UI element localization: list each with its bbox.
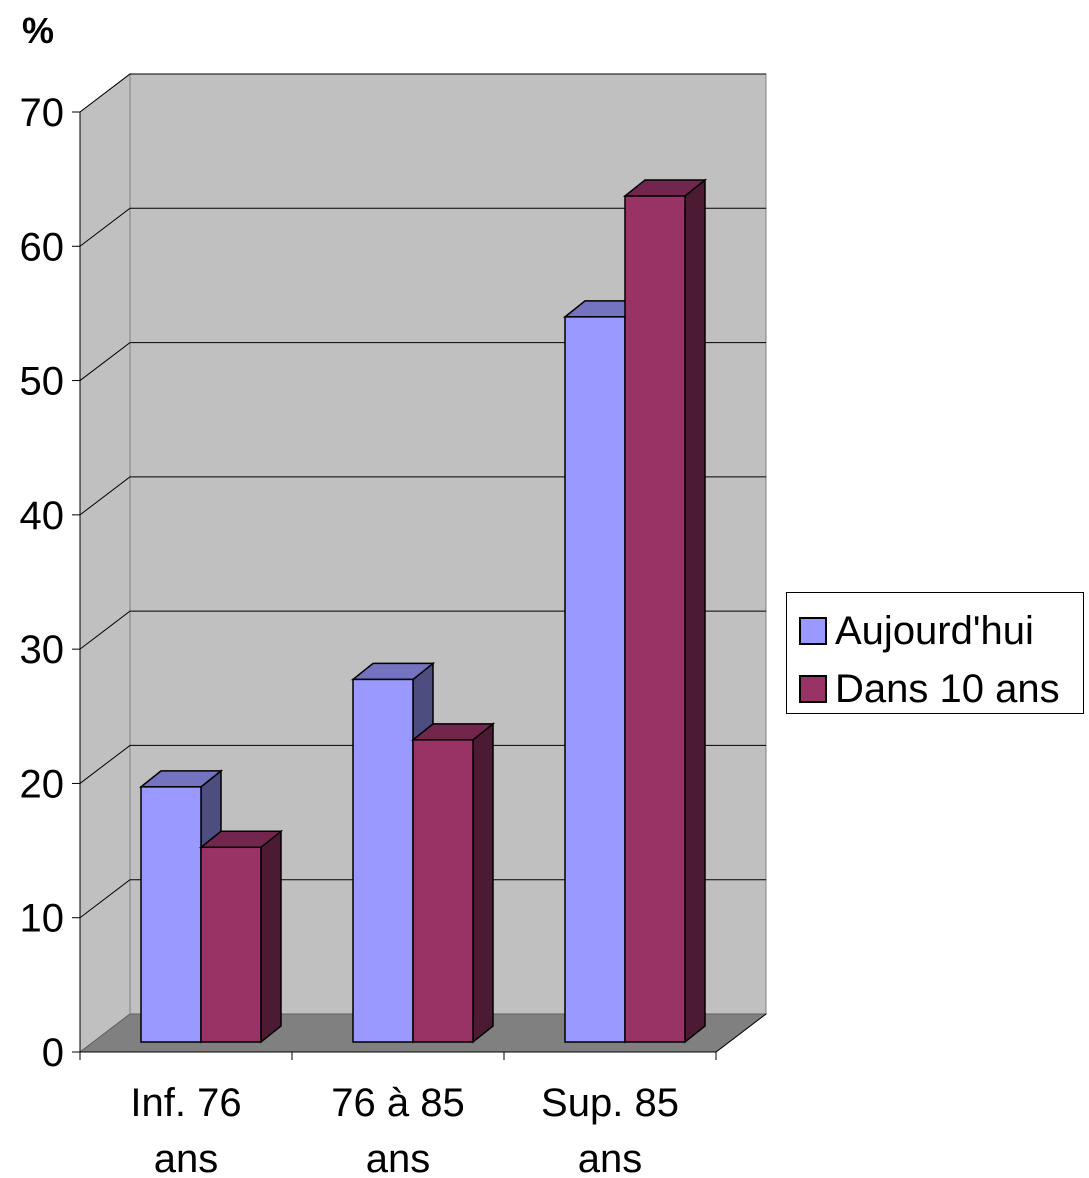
x-tick-label: 76 à 85 [331, 1081, 464, 1125]
legend: Aujourd'hui Dans 10 ans [786, 592, 1084, 714]
x-tick-label: ans [578, 1137, 643, 1178]
x-tick-label: Sup. 85 [541, 1081, 679, 1125]
legend-label-aujourdhui: Aujourd'hui [835, 609, 1034, 653]
gridline [79, 610, 766, 650]
gridline [79, 744, 766, 784]
y-axis-title: % [22, 10, 55, 51]
bar-dans-10-ans-2 [412, 739, 474, 1043]
bar-dans-10-ans-3 [624, 195, 686, 1043]
gridline [79, 476, 766, 516]
bar-dans-10-ans-1-side [260, 829, 282, 1044]
gridline [79, 73, 766, 113]
y-tick-label: 10 [20, 897, 65, 941]
legend-item-dans-10-ans: Dans 10 ans [799, 667, 1060, 711]
y-tick-label: 70 [20, 91, 65, 135]
y-tick-label: 30 [20, 628, 65, 672]
y-tick-label: 0 [42, 1031, 64, 1075]
plot-side-wall [79, 72, 131, 1054]
bar-aujourdhui-3 [564, 316, 626, 1043]
y-tick-label: 50 [20, 360, 65, 404]
x-tick-label: ans [366, 1137, 431, 1178]
bar-aujourdhui-2 [352, 678, 414, 1043]
legend-swatch-dans-10-ans [799, 675, 827, 703]
legend-item-aujourdhui: Aujourd'hui [799, 609, 1034, 653]
floor-edge [715, 1013, 767, 1053]
y-tick-label: 40 [20, 494, 65, 538]
legend-swatch-aujourdhui [799, 617, 827, 645]
bar-aujourdhui-1 [140, 786, 202, 1043]
bar-dans-10-ans-3-side [684, 178, 706, 1044]
y-tick-label: 20 [20, 762, 65, 806]
y-tick-label: 60 [20, 225, 65, 269]
gridline [79, 879, 766, 919]
gridline [79, 342, 766, 381]
bar-dans-10-ans-2-side [472, 722, 494, 1044]
legend-label-dans-10-ans: Dans 10 ans [835, 667, 1060, 711]
gridline [79, 207, 766, 247]
x-tick-label: ans [154, 1137, 219, 1178]
x-tick-label: Inf. 76 [130, 1081, 241, 1125]
bar-dans-10-ans-1 [200, 846, 262, 1043]
